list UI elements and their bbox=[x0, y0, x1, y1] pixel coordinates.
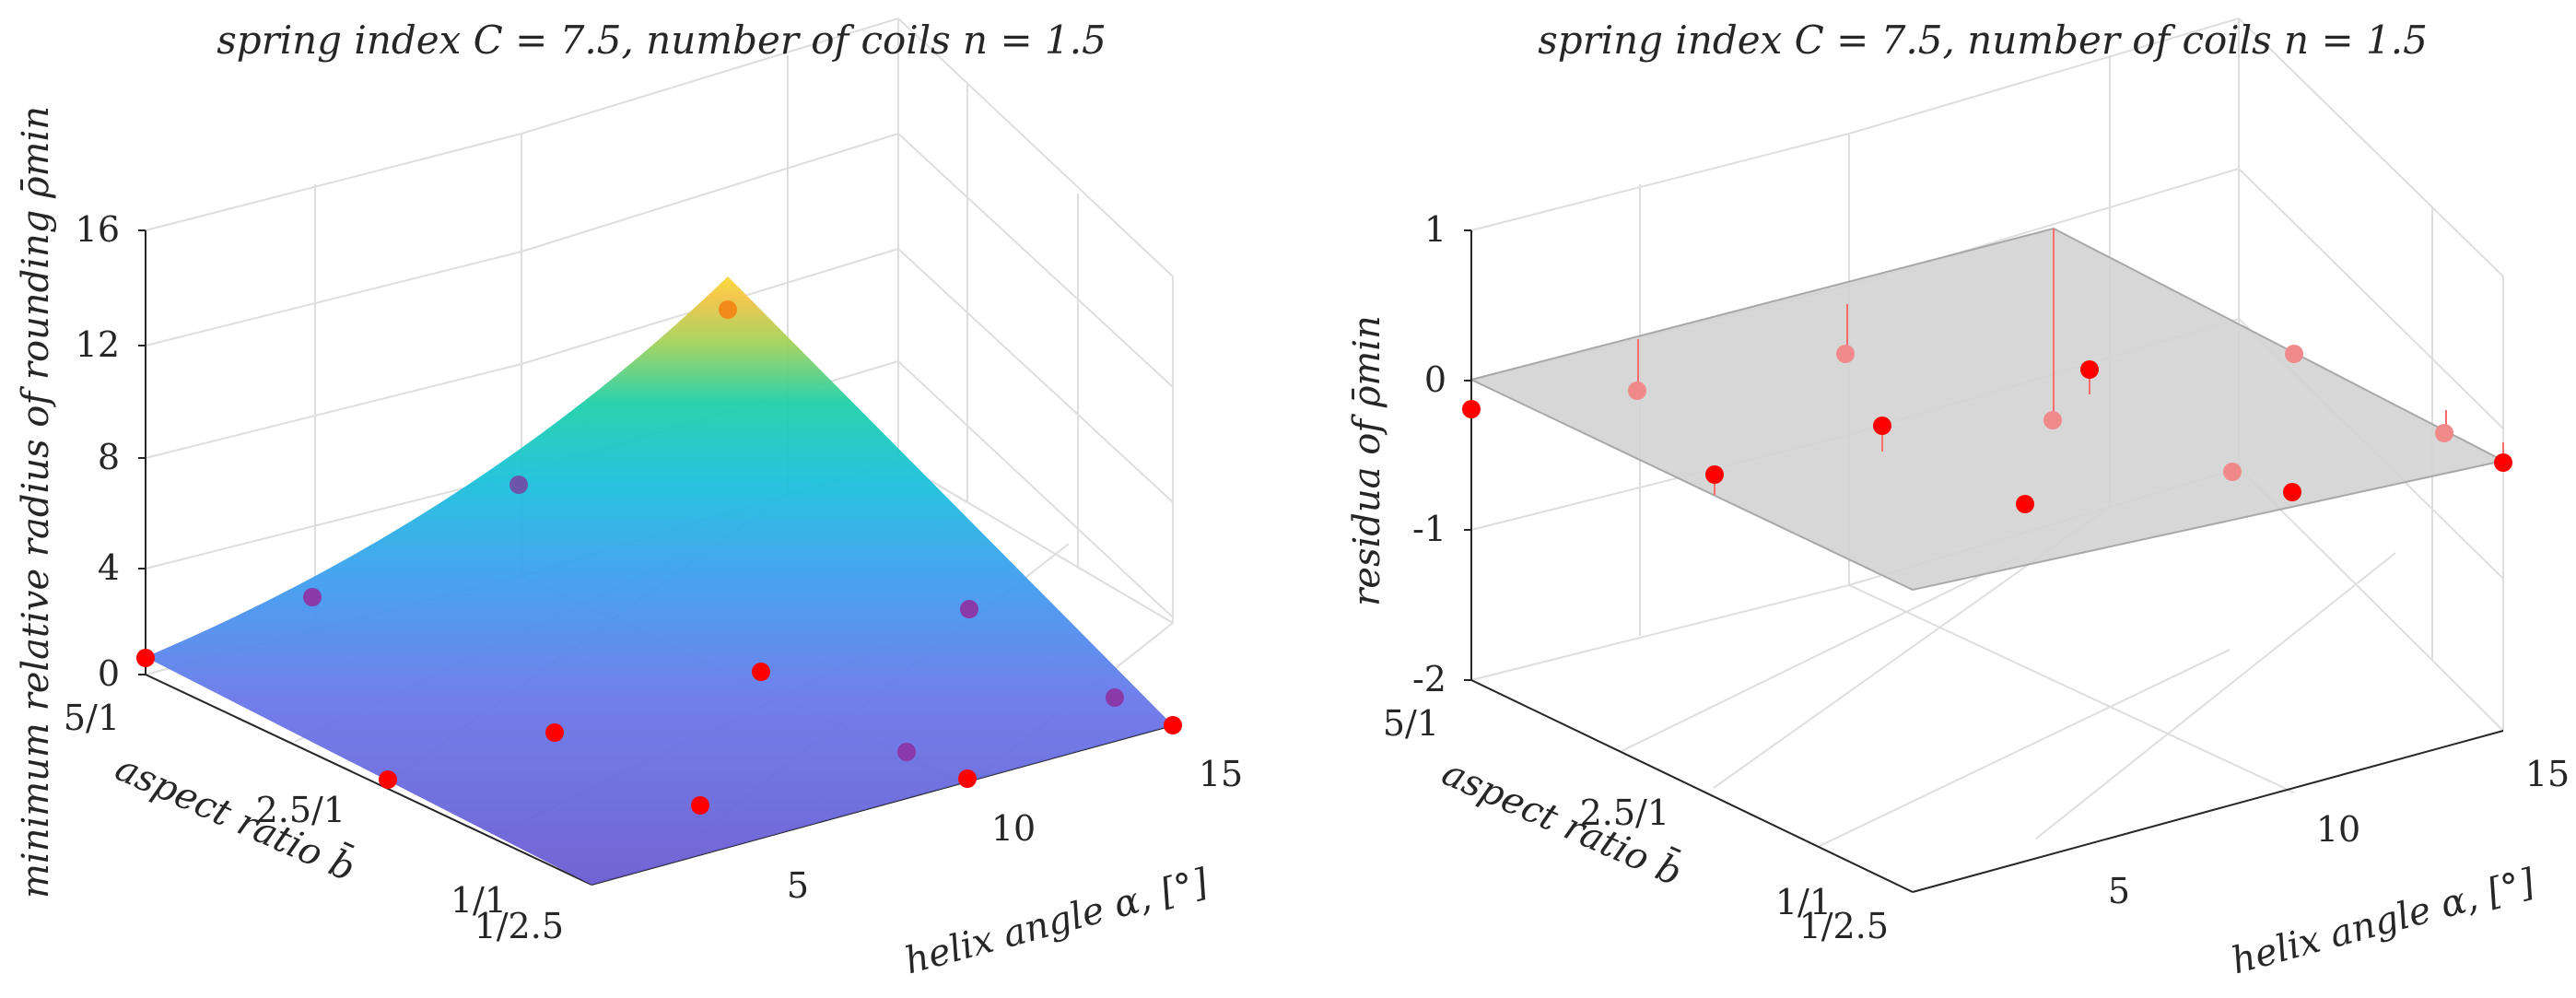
data-point bbox=[960, 600, 978, 618]
x-tick: 5 bbox=[2108, 871, 2130, 911]
data-point bbox=[897, 743, 916, 761]
y-tick: 1/2.5 bbox=[474, 906, 564, 946]
data-point bbox=[136, 649, 155, 667]
data-point bbox=[719, 300, 737, 319]
z-tick: 4 bbox=[98, 547, 120, 588]
data-point bbox=[303, 588, 322, 606]
data-point bbox=[691, 796, 709, 815]
residual-point bbox=[2283, 483, 2301, 501]
data-point bbox=[1164, 716, 1182, 734]
left-z-label: minimum relative radius of rounding ρ̄mi… bbox=[15, 106, 57, 898]
residual-point bbox=[2080, 360, 2099, 379]
left-x-label: helix angle α, [°] bbox=[900, 861, 1212, 982]
data-point bbox=[545, 723, 564, 742]
x-tick: 15 bbox=[1199, 754, 1243, 794]
right-title: spring index C = 7.5, number of coils n … bbox=[1538, 18, 2428, 63]
residual-point bbox=[1462, 400, 1481, 418]
y-tick: 2.5/1 bbox=[256, 790, 345, 830]
left-chart: 16 12 8 4 0 5/1 2.5/1 1/1 1/2.5 5 10 15 … bbox=[15, 18, 1243, 982]
residual-point bbox=[2285, 345, 2303, 363]
zero-plane bbox=[1469, 227, 2506, 592]
z-tick: 8 bbox=[98, 437, 120, 477]
data-point bbox=[379, 770, 397, 789]
residual-point bbox=[1873, 417, 1891, 435]
data-point bbox=[752, 663, 770, 681]
z-tick: 16 bbox=[76, 209, 120, 250]
y-tick: 2.5/1 bbox=[1580, 793, 1669, 833]
residual-point bbox=[1836, 345, 1855, 363]
left-tick-labels: 16 12 8 4 0 5/1 2.5/1 1/1 1/2.5 5 10 15 bbox=[64, 209, 1243, 946]
data-point bbox=[1106, 688, 1124, 707]
y-tick: 1/1 bbox=[451, 880, 507, 921]
y-tick: 1/2.5 bbox=[1799, 906, 1889, 946]
data-point bbox=[509, 476, 528, 494]
residual-point bbox=[2494, 453, 2512, 472]
z-tick: -1 bbox=[1412, 509, 1446, 549]
residual-point bbox=[2223, 463, 2242, 481]
z-tick: 1 bbox=[1424, 209, 1446, 250]
x-tick: 5 bbox=[787, 865, 809, 906]
z-tick: 12 bbox=[76, 324, 120, 365]
residual-point bbox=[1628, 382, 1646, 400]
left-data-points bbox=[136, 300, 1182, 815]
y-tick: 1/1 bbox=[1775, 882, 1832, 922]
y-tick: 5/1 bbox=[64, 698, 120, 738]
residual-point bbox=[2016, 495, 2034, 513]
residual-point bbox=[2043, 411, 2062, 429]
residual-point bbox=[2435, 424, 2453, 442]
right-z-label: residua of ρ̄min bbox=[1346, 315, 1388, 606]
x-tick: 15 bbox=[2525, 754, 2570, 794]
x-tick: 10 bbox=[2316, 809, 2360, 850]
right-residual-points bbox=[1462, 345, 2512, 513]
z-tick: 0 bbox=[98, 653, 120, 694]
residual-point bbox=[1705, 465, 1724, 484]
z-tick: 0 bbox=[1424, 359, 1446, 400]
fitted-surface bbox=[146, 276, 1173, 885]
z-tick: -2 bbox=[1412, 659, 1446, 699]
x-tick: 10 bbox=[991, 808, 1036, 849]
data-point bbox=[958, 769, 977, 788]
right-chart: 1 0 -1 -2 5/1 2.5/1 1/1 1/2.5 5 10 15 sp… bbox=[1346, 18, 2570, 982]
y-tick: 5/1 bbox=[1383, 703, 1439, 744]
right-tick-labels: 1 0 -1 -2 5/1 2.5/1 1/1 1/2.5 5 10 15 bbox=[1383, 209, 2570, 946]
right-x-label: helix angle α, [°] bbox=[2227, 861, 2539, 982]
left-title: spring index C = 7.5, number of coils n … bbox=[217, 18, 1107, 63]
right-axes bbox=[1464, 229, 2504, 893]
